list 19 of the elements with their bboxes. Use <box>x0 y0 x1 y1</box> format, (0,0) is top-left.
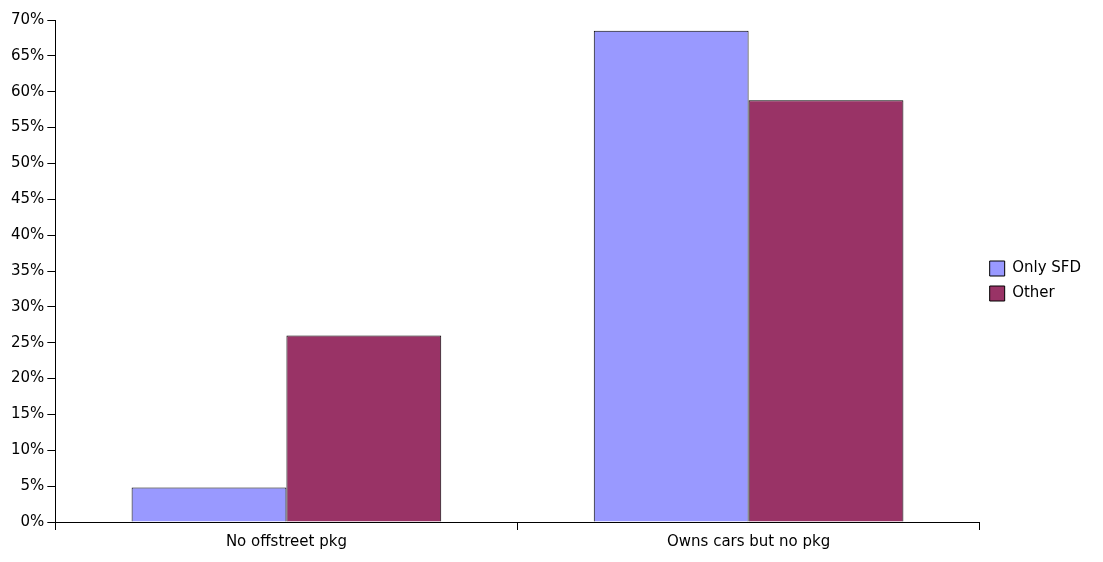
y-tick-label: 50% <box>11 153 45 172</box>
y-tick-label: 10% <box>11 440 45 459</box>
x-tick-label: No offstreet pkg <box>225 531 347 550</box>
y-tick-label: 35% <box>11 260 45 279</box>
legend-label: Only SFD <box>1012 258 1081 277</box>
y-tick-label: 20% <box>11 368 45 387</box>
y-tick-label: 30% <box>11 296 45 315</box>
y-tick-label: 25% <box>11 332 45 351</box>
y-tick-label: 55% <box>11 117 45 136</box>
y-tick-label: 45% <box>11 189 45 208</box>
y-tick-label: 5% <box>20 476 45 495</box>
legend-label: Other <box>1012 283 1056 302</box>
y-tick-label: 65% <box>11 45 45 64</box>
y-tick-label: 60% <box>11 81 45 100</box>
y-tick-label: 0% <box>20 511 45 530</box>
y-tick-label: 15% <box>11 404 45 423</box>
x-tick-label: Owns cars but no pkg <box>666 531 831 550</box>
y-tick-label: 40% <box>11 225 45 244</box>
y-tick-label: 70% <box>11 9 45 28</box>
